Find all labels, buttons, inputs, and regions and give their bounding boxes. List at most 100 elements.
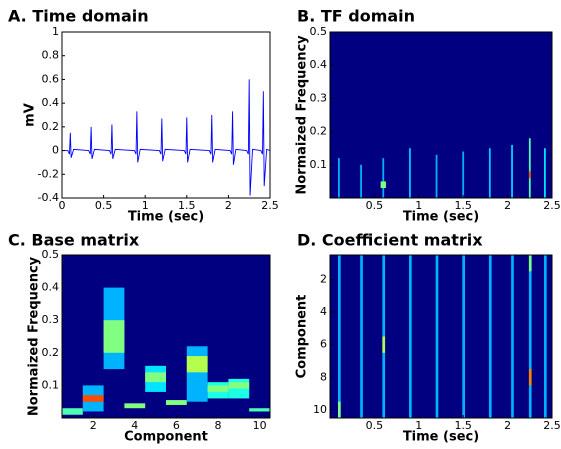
heatmap-cell [382,336,386,353]
heatmap-cell [511,255,514,418]
x-tick-label: 2.5 [543,419,561,432]
y-tick-label: 0.5 [310,25,328,38]
heatmap-background [330,255,552,418]
y-tick-label: 0.2 [42,120,60,133]
x-tick-label: 0.5 [95,199,113,212]
heatmap-cell [544,148,546,198]
x-tick-label: 0.5 [366,199,384,212]
y-tick-label: -0.4 [38,191,59,204]
y-tick-label: 0.5 [42,248,60,261]
x-tick-label: 2 [504,199,511,212]
plot-area [330,32,552,198]
heatmap-cell [249,408,270,412]
heatmap-cell [435,154,438,198]
heatmap-cell [337,401,341,418]
y-tick-label: 0.8 [42,49,60,62]
heatmap-cell [62,408,83,415]
x-tick-label: 1 [415,199,422,212]
panel-title: D. Coefficient matrix [297,231,483,250]
heatmap-cell [409,148,411,198]
x-tick-label: 0 [59,199,66,212]
y-tick-label: 0.1 [310,158,328,171]
heatmap-cell [380,181,386,189]
x-tick-label: 10 [253,419,267,432]
panel-title: C. Base matrix [8,231,140,250]
heatmap-cell [186,356,208,373]
heatmap-cell [528,138,531,198]
panel-title: B. TF domain [297,7,415,26]
x-axis-label: Time (sec) [403,430,479,445]
y-tick-label: 10 [313,403,327,416]
x-tick-label: 1.5 [454,419,472,432]
heatmap-cell [528,171,531,179]
x-tick-label: 2 [504,419,511,432]
x-tick-label: 2.5 [543,199,561,212]
y-tick-label: 0.2 [310,125,328,138]
y-tick-label: 0.6 [42,72,60,85]
heatmap-cell [382,158,385,198]
heatmap-cell [511,144,513,198]
plot-area [62,255,270,418]
y-tick-label: 4 [320,305,327,318]
x-tick-label: 2 [225,199,232,212]
panel-title: A. Time domain [8,7,149,26]
plot-body [62,79,270,196]
heatmap-cell [462,255,465,418]
y-tick-label: 8 [320,370,327,383]
heatmap-cell [488,148,491,198]
heatmap-cell [103,320,125,353]
y-tick-label: 6 [320,338,327,351]
heatmap-cell [528,255,532,418]
heatmap-cell [409,255,412,418]
heatmap-cell [337,255,341,418]
plot-area [330,255,552,418]
heatmap-cell [462,151,465,198]
x-tick-label: 8 [215,419,222,432]
axes-frame [61,31,271,199]
x-tick-label: 4 [131,419,138,432]
heatmap-cell [186,346,208,402]
plot-area [62,79,270,196]
x-axis-label: Time (sec) [128,210,204,225]
heatmap-cell [82,395,104,402]
y-tick-label: 0.2 [42,346,60,359]
y-tick-label: 1 [52,25,59,38]
plot-body [330,32,552,198]
axes-frame [329,254,553,419]
y-tick-label: 0.3 [42,313,60,326]
heatmap-cell [435,255,439,418]
heatmap-cell [145,372,166,383]
heatmap-cell [207,385,229,392]
y-tick-label: 2 [320,272,327,285]
x-tick-label: 2 [90,419,97,432]
y-axis-label: Normaized Frequency [27,256,42,416]
axes-frame [61,254,271,419]
y-axis-label: Normaized Frequency [295,35,310,195]
y-tick-label: 0.4 [42,281,60,294]
line [62,79,270,196]
y-axis-label: mV [23,103,38,127]
x-tick-label: 0.5 [366,419,384,432]
axes-frame [329,31,553,199]
y-axis-label: Component [295,295,310,379]
y-tick-label: 0.4 [42,96,60,109]
y-tick-label: 0.3 [310,91,328,104]
heatmap-cell [337,158,340,198]
heatmap-cell [124,403,146,409]
x-tick-label: 1.5 [454,199,472,212]
y-tick-label: 0.4 [310,58,328,71]
heatmap-cell [488,255,492,418]
heatmap-cell [528,369,532,386]
x-tick-label: 2.5 [261,199,279,212]
y-tick-label: 0 [52,144,59,157]
x-axis-label: Component [124,430,208,445]
y-tick-label: -0.2 [38,167,59,180]
heatmap-background [330,32,552,198]
x-tick-label: 1.5 [178,199,196,212]
heatmap-cell [528,255,532,272]
heatmap-cell [360,255,363,418]
plot-body [62,255,270,418]
heatmap-cell [228,382,250,389]
heatmap-cell [360,164,362,198]
